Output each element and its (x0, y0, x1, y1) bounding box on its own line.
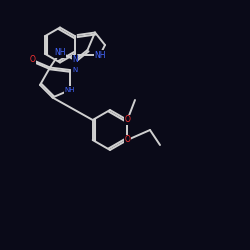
Text: NH: NH (65, 87, 75, 93)
Text: N: N (72, 56, 78, 64)
Text: NH: NH (54, 48, 66, 57)
Text: NH: NH (94, 50, 106, 59)
Text: O: O (124, 136, 130, 144)
Text: O: O (124, 116, 130, 124)
Text: N: N (72, 67, 78, 73)
Text: O: O (30, 56, 36, 64)
